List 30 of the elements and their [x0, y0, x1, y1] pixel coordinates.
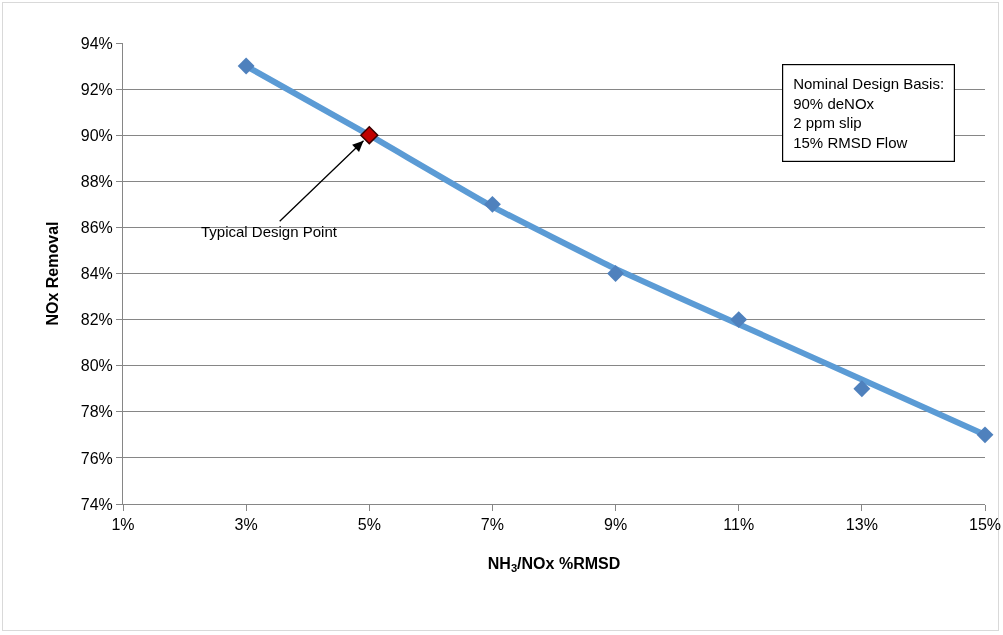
y-tick-label: 80% — [80, 357, 113, 375]
y-tick-label: 86% — [80, 219, 113, 236]
x-tick-label: 15% — [968, 516, 1002, 534]
point — [976, 426, 994, 444]
y-tick-label: 90% — [80, 126, 113, 144]
annotation: Typical Design Point — [201, 223, 338, 240]
x-tick-label: 1% — [111, 516, 135, 534]
point — [483, 195, 501, 213]
y-tick-label: 74% — [80, 495, 113, 513]
point — [607, 265, 625, 282]
y-tick-label: 88% — [80, 172, 113, 190]
y-tick-label: 76% — [80, 449, 113, 467]
y-tick-label: 84% — [80, 265, 113, 283]
x-tick-label: 13% — [845, 516, 878, 534]
y-axis-title: NOx Removal — [43, 221, 61, 326]
x-tick-label: 5% — [357, 516, 381, 534]
x-tick-label: 11% — [723, 516, 755, 534]
y-tick-label: 82% — [80, 311, 113, 329]
point — [360, 126, 379, 145]
x-tick-label: 3% — [234, 516, 258, 534]
y-tick-label: 78% — [80, 403, 113, 421]
y-tick-label: 94% — [80, 34, 113, 52]
point — [730, 311, 748, 329]
x-axis-title: NH$_{3}$/NOx %RMSD — [487, 554, 621, 575]
x-tick-label: 7% — [480, 516, 504, 534]
point — [853, 380, 871, 398]
annotation: Nominal Design Basis: 90% deNOx 2 ppm slip 15% RMSD Flow — [793, 75, 945, 151]
point — [237, 57, 255, 75]
y-tick-label: 92% — [80, 80, 113, 98]
x-tick-label: 9% — [604, 516, 628, 534]
